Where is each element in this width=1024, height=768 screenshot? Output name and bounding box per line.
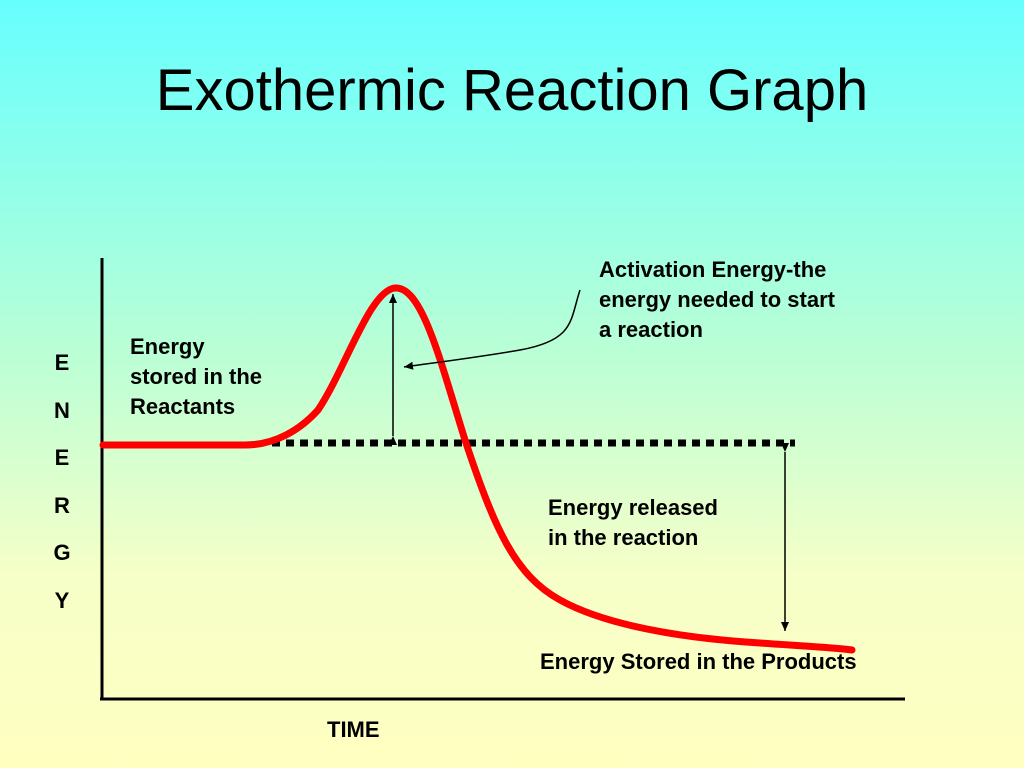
products-label: Energy Stored in the Products [540,649,857,674]
energy-released-label: Energy released in the reaction [548,493,718,553]
y-axis-letter: E [54,445,70,470]
y-axis-letter: N [54,397,70,423]
reactants-label-line: Reactants [130,394,236,419]
activation-leader-arrow [403,289,581,370]
reactants-label: Energy stored in the Reactants [130,332,262,422]
reaction-energy-curve [99,284,856,654]
released-label-line: Energy released [548,495,718,520]
activation-label-line: a reaction [599,317,703,342]
activation-label-line: energy needed to start [599,287,835,312]
released-label-line: in the reaction [548,525,699,550]
y-axis-letter: E [54,350,70,375]
activation-energy-label: Activation Energy-the energy needed to s… [599,255,835,345]
x-axis-label: TIME [327,717,380,742]
reactants-label-line: stored in the [130,364,263,389]
y-axis-letter: G [53,540,71,565]
slide-title: Exothermic Reaction Graph [155,58,869,123]
activation-label-line: Activation Energy-the [599,257,827,282]
reactants-label-line: Energy [130,334,205,359]
y-axis-letter: R [54,492,70,518]
y-axis-label: E N E R G Y [50,348,74,633]
y-axis-letter: Y [54,587,70,613]
